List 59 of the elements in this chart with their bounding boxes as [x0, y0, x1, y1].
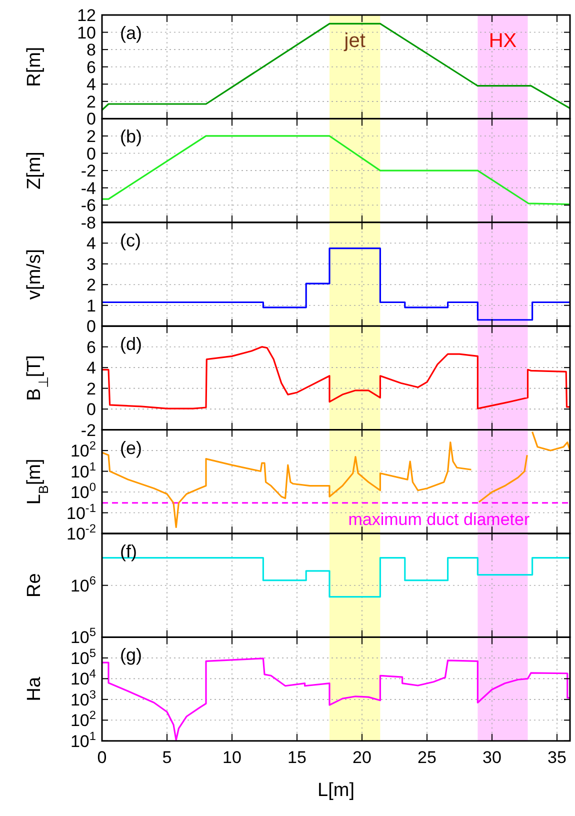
y-tick-label: 1	[86, 296, 96, 316]
x-tick-label: 5	[162, 748, 172, 767]
y-tick-label: 10	[77, 23, 96, 42]
y-tick-label: 2	[86, 92, 96, 112]
y-tick-label: 2	[86, 379, 96, 398]
y-tick-label: 10$^{0}$	[70, 480, 96, 502]
x-tick-label: 15	[288, 748, 306, 767]
y-tick-label: 4	[86, 234, 96, 254]
annotation: (a)	[120, 23, 142, 43]
annotation: (b)	[120, 126, 142, 147]
x-tick-label: 35	[548, 748, 566, 767]
y-axis-title: R[m]	[24, 46, 45, 87]
x-tick-label: 30	[482, 748, 502, 767]
y-tick-label: -6	[80, 196, 96, 216]
y-tick-label: 8	[86, 40, 96, 60]
band-label: HX	[488, 30, 517, 52]
y-tick-label: 4	[86, 358, 96, 378]
x-axis-title: L[m]	[318, 780, 354, 801]
annotation: (g)	[120, 645, 142, 666]
y-tick-label: 6	[86, 58, 96, 77]
y-tick-label: 12	[77, 6, 96, 25]
y-tick-label: 0	[86, 400, 96, 420]
ref-line-label: maximum duct diameter	[348, 510, 530, 529]
y-tick-label: 10$^{2}$	[70, 438, 96, 461]
y-tick-label: 10$^{1}$	[70, 459, 96, 482]
y-axis-title: Re	[24, 573, 45, 598]
y-tick-label: 4	[86, 75, 96, 94]
x-tick-label: 20	[352, 748, 372, 767]
y-tick-label: 10$^{3}$	[70, 687, 96, 710]
y-tick-label: 0	[86, 110, 96, 129]
y-axis-title: Ha	[24, 676, 45, 702]
y-tick-label: 0	[86, 317, 96, 336]
y-tick-label: 10$^{5}$	[70, 625, 96, 648]
y-tick-label: 6	[86, 338, 96, 357]
y-tick-label: 10$^{4}$	[70, 666, 96, 689]
y-tick-label: -4	[80, 178, 96, 198]
annotation: (f)	[120, 542, 137, 562]
annotation: (c)	[120, 230, 141, 250]
y-tick-label: -2	[80, 420, 96, 440]
y-tick-label: 0	[86, 144, 96, 164]
line-series	[101, 22, 571, 111]
y-tick-label: 10$^{5}$	[70, 646, 96, 668]
y-tick-label: 3	[86, 254, 96, 274]
y-tick-label: -8	[80, 213, 96, 232]
y-tick-label: 10$^{6}$	[70, 573, 96, 596]
x-tick-label: 25	[418, 748, 436, 767]
annotation: (e)	[120, 438, 142, 458]
y-tick-label: 10$^{-2}$	[66, 522, 96, 544]
y-axis-title: Z[m]	[24, 152, 45, 190]
x-tick-label: 10	[222, 748, 242, 767]
y-tick-label: 2	[86, 276, 96, 295]
y-tick-label: 10$^{-1}$	[66, 500, 96, 523]
y-tick-label: 2	[86, 126, 96, 146]
y-tick-label: 10$^{2}$	[70, 708, 96, 730]
annotation: (d)	[120, 334, 142, 354]
y-axis-title: v[m/s]	[24, 248, 45, 300]
band-label: jet	[343, 30, 366, 52]
y-tick-label: 10$^{1}$	[70, 728, 96, 751]
y-tick-label: -2	[80, 162, 96, 181]
